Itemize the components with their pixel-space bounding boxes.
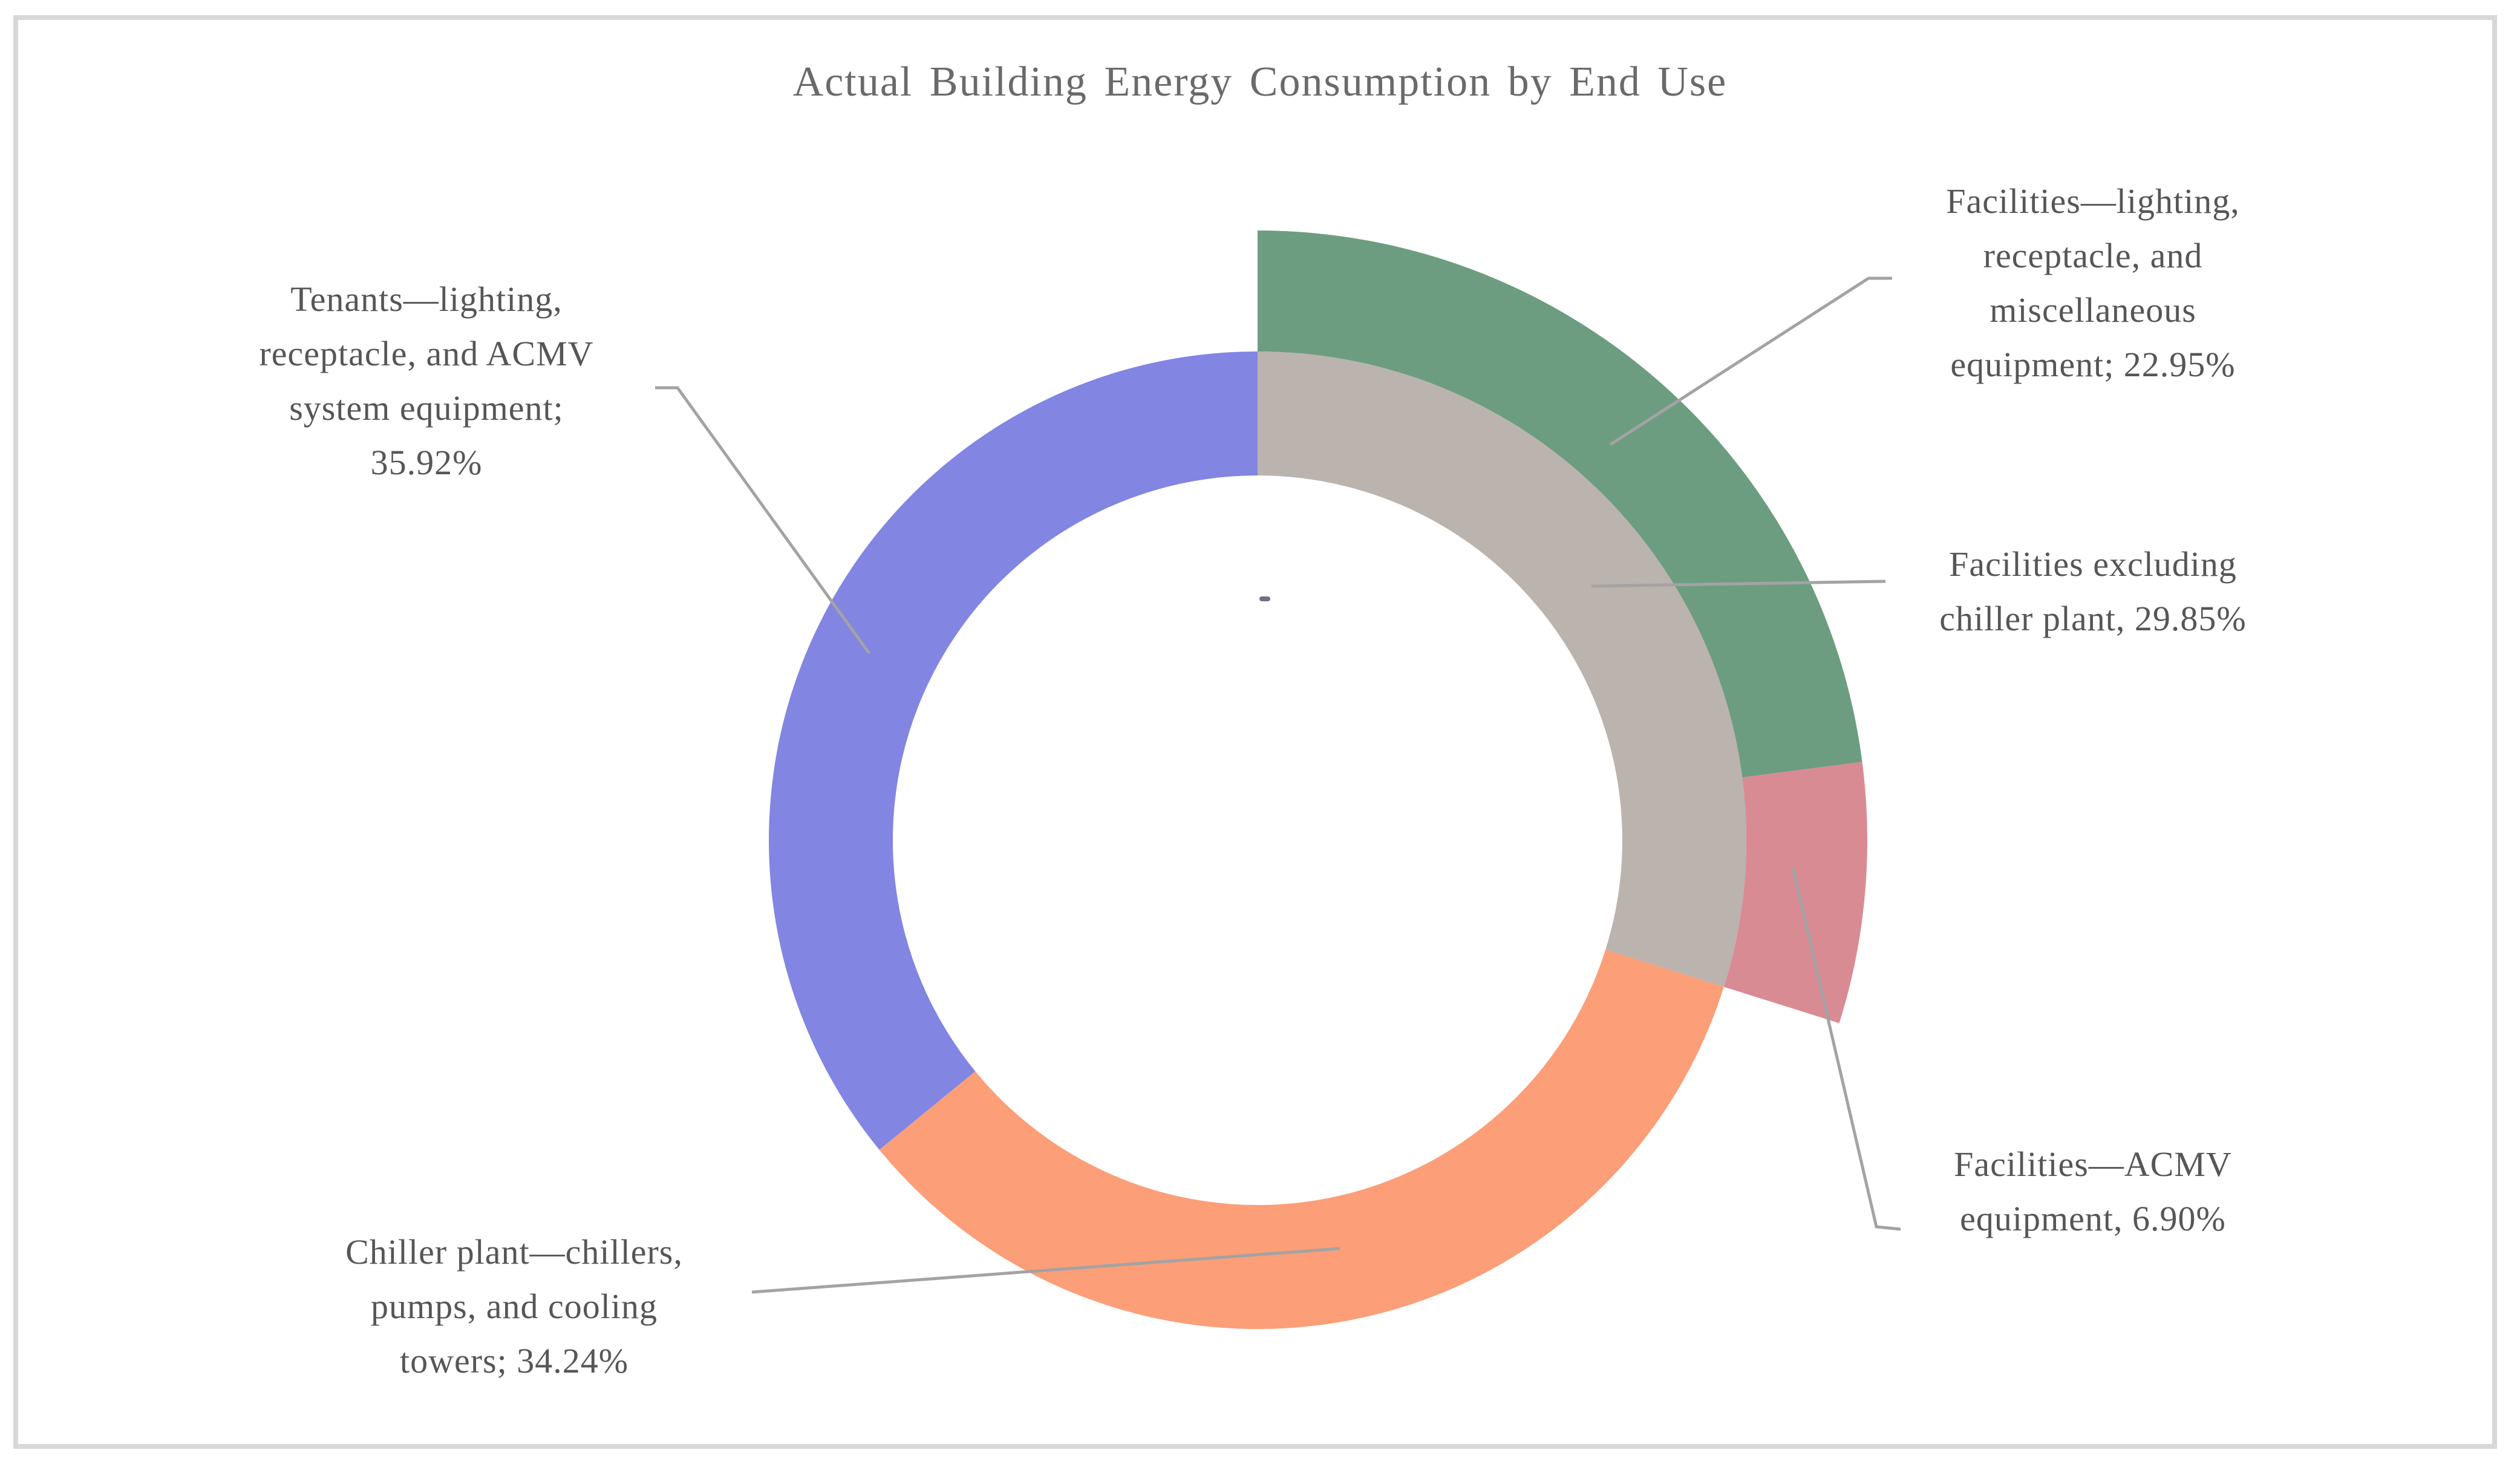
label-line: miscellaneous: [1990, 290, 2196, 330]
chart-title: Actual Building Energy Consumption by En…: [792, 59, 1728, 105]
label-line: towers; 34.24%: [399, 1341, 629, 1380]
label-line: chiller plant, 29.85%: [1939, 599, 2247, 638]
leader-facilities-acmv: [1791, 867, 1901, 1231]
label-chiller-plant: Chiller plant—chillers, pumps, and cooli…: [254, 1225, 774, 1388]
label-facilities-excluding-chiller: Facilities excluding chiller plant, 29.8…: [1839, 537, 2347, 646]
leader-facilities-excluding: [1591, 580, 1886, 588]
label-line: Facilities excluding: [1949, 544, 2237, 584]
label-line: 35.92%: [370, 443, 483, 482]
label-line: equipment, 6.90%: [1960, 1199, 2226, 1238]
label-line: Tenants—lighting,: [290, 279, 563, 319]
segment-facilities-excluding-chiller-plant: [1258, 351, 1747, 987]
segment-facilities-acmv: [1723, 762, 1867, 1024]
segment-chiller-plant: [879, 949, 1724, 1329]
segment-tenants: [769, 351, 1258, 1150]
label-line: Facilities—ACMV: [1954, 1145, 2232, 1184]
label-line: system equipment;: [289, 388, 564, 428]
leader-tenants: [655, 386, 871, 655]
leader-chiller: [751, 1247, 1340, 1294]
leader-facilities-lighting: [1609, 276, 1892, 446]
label-line: receptacle, and: [1983, 236, 2203, 275]
label-line: Chiller plant—chillers,: [345, 1232, 683, 1272]
label-line: pumps, and cooling: [371, 1287, 658, 1326]
label-facilities-acmv: Facilities—ACMV equipment, 6.90%: [1839, 1137, 2347, 1246]
label-facilities-lighting-receptacle-misc: Facilities—lighting, receptacle, and mis…: [1839, 174, 2347, 392]
leader-lines: [655, 276, 1901, 1294]
label-line: receptacle, and ACMV: [259, 334, 594, 373]
label-line: Facilities—lighting,: [1946, 181, 2240, 221]
label-line: equipment; 22.95%: [1950, 345, 2236, 384]
label-tenants: Tenants—lighting, receptacle, and ACMV s…: [160, 272, 693, 490]
stray-center-dot: [1259, 596, 1270, 601]
segment-facilities-lighting-receptacle-misc: [1258, 230, 1862, 778]
